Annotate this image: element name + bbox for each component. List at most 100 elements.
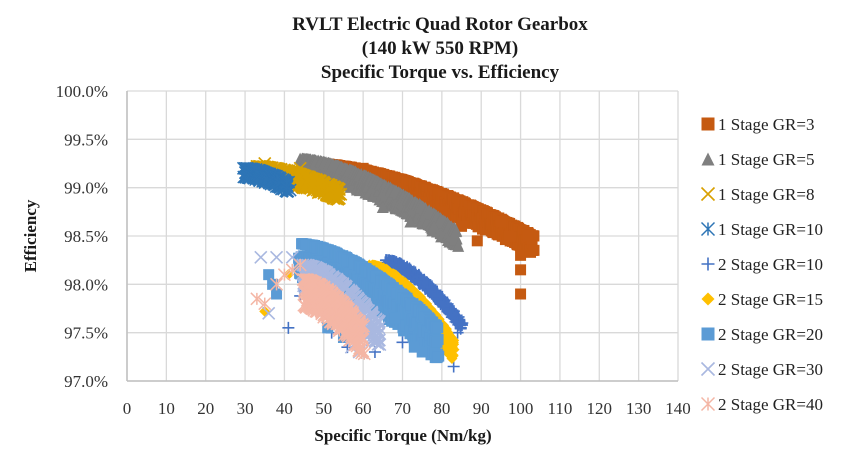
data-point (446, 353, 458, 365)
data-point (515, 264, 527, 276)
data-point (408, 324, 420, 336)
data-point (503, 230, 515, 242)
data-point (432, 351, 444, 363)
data-point (471, 235, 483, 247)
data-point (528, 244, 540, 256)
data-point (269, 250, 284, 264)
data-point (372, 321, 386, 335)
legend-item: 1 Stage GR=3 (701, 115, 814, 134)
x-axis-label: Specific Torque (Nm/kg) (314, 426, 491, 445)
data-point (283, 183, 297, 197)
data-point (332, 187, 346, 201)
y-tick-label: 99.5% (64, 130, 108, 149)
y-tick-label: 98.0% (64, 275, 108, 294)
data-point (293, 258, 307, 272)
data-point (432, 322, 444, 334)
data-point (515, 288, 527, 300)
data-point (495, 216, 507, 227)
x-tick-label: 30 (237, 399, 254, 418)
data-point (452, 239, 465, 252)
y-tick-label: 99.0% (64, 179, 108, 198)
data-point (396, 336, 409, 349)
data-point (263, 269, 275, 281)
legend-marker (700, 361, 716, 377)
data-point (373, 337, 387, 352)
legend-item: 2 Stage GR=40 (700, 395, 823, 414)
data-point (332, 191, 346, 205)
data-point (522, 230, 534, 242)
data-point (285, 263, 299, 277)
x-tick-label: 10 (158, 399, 175, 418)
series-1-stage-gr-5 (293, 152, 465, 252)
legend-item: 1 Stage GR=5 (701, 150, 814, 169)
legend-item: 2 Stage GR=15 (701, 290, 823, 309)
legend-label: 1 Stage GR=5 (718, 150, 814, 169)
data-point (456, 220, 468, 232)
legend-marker (701, 152, 715, 166)
x-tick-label: 40 (276, 399, 293, 418)
x-tick-label: 60 (355, 399, 372, 418)
legend-item: 2 Stage GR=10 (701, 255, 823, 274)
legend-marker (700, 186, 716, 202)
x-tick-label: 140 (665, 399, 691, 418)
legend-label: 1 Stage GR=8 (718, 185, 814, 204)
x-tick-label: 120 (587, 399, 613, 418)
x-tick-label: 100 (508, 399, 534, 418)
legend-marker (701, 257, 715, 271)
data-point (453, 316, 466, 329)
data-point (250, 292, 264, 306)
chart-title-line-3: Specific Torque vs. Efficiency (321, 62, 560, 83)
data-point (258, 297, 272, 311)
legend-marker (700, 396, 716, 412)
x-tick-label: 50 (315, 399, 332, 418)
data-point (357, 162, 369, 174)
series-2-stage-gr-10 (282, 254, 469, 373)
legend-item: 1 Stage GR=8 (700, 185, 814, 204)
x-tick-label: 90 (473, 399, 490, 418)
y-tick-label: 100.0% (56, 82, 108, 101)
y-tick-label: 97.0% (64, 372, 108, 391)
chart-title-line-2: (140 kW 550 RPM) (362, 38, 518, 59)
data-point (376, 201, 389, 213)
data-point (447, 360, 460, 373)
data-point (408, 341, 420, 353)
x-tick-label: 70 (394, 399, 411, 418)
legend-label: 1 Stage GR=10 (718, 220, 823, 239)
legend-item: 2 Stage GR=20 (701, 325, 823, 344)
x-tick-label: 80 (433, 399, 450, 418)
data-point (357, 347, 371, 361)
data-point (372, 327, 386, 341)
data-point (254, 250, 268, 264)
data-point (451, 326, 464, 339)
y-tick-label: 98.5% (64, 227, 108, 246)
data-point (372, 333, 386, 347)
data-point (267, 278, 279, 290)
legend-item: 2 Stage GR=30 (700, 360, 823, 379)
data-point (416, 346, 428, 358)
legend-marker (701, 117, 715, 131)
data-point (270, 277, 284, 291)
y-axis-label: Efficiency (21, 199, 40, 272)
x-tick-label: 20 (197, 399, 214, 418)
legend-label: 2 Stage GR=10 (718, 255, 823, 274)
y-tick-label: 97.5% (64, 324, 108, 343)
data-point (526, 237, 538, 249)
data-point (449, 225, 462, 238)
legend-item: 1 Stage GR=10 (700, 220, 823, 239)
series-1-stage-gr-10 (236, 161, 297, 199)
legend-label: 2 Stage GR=15 (718, 290, 823, 309)
data-points (236, 152, 540, 373)
data-point (355, 321, 369, 335)
legend-label: 2 Stage GR=40 (718, 395, 823, 414)
data-point (431, 336, 443, 348)
data-point (427, 220, 440, 233)
legend-marker (700, 221, 716, 237)
legend-marker (701, 327, 715, 341)
x-tick-label: 0 (123, 399, 132, 418)
series-2-stage-gr-40 (250, 258, 371, 361)
data-point (515, 249, 527, 261)
legend-label: 2 Stage GR=20 (718, 325, 823, 344)
legend-label: 2 Stage GR=30 (718, 360, 823, 379)
data-point (404, 215, 417, 228)
x-axis-ticks: 0 10 20 30 40 50 60 70 80 90 100 110 120 130 140 (123, 399, 691, 418)
